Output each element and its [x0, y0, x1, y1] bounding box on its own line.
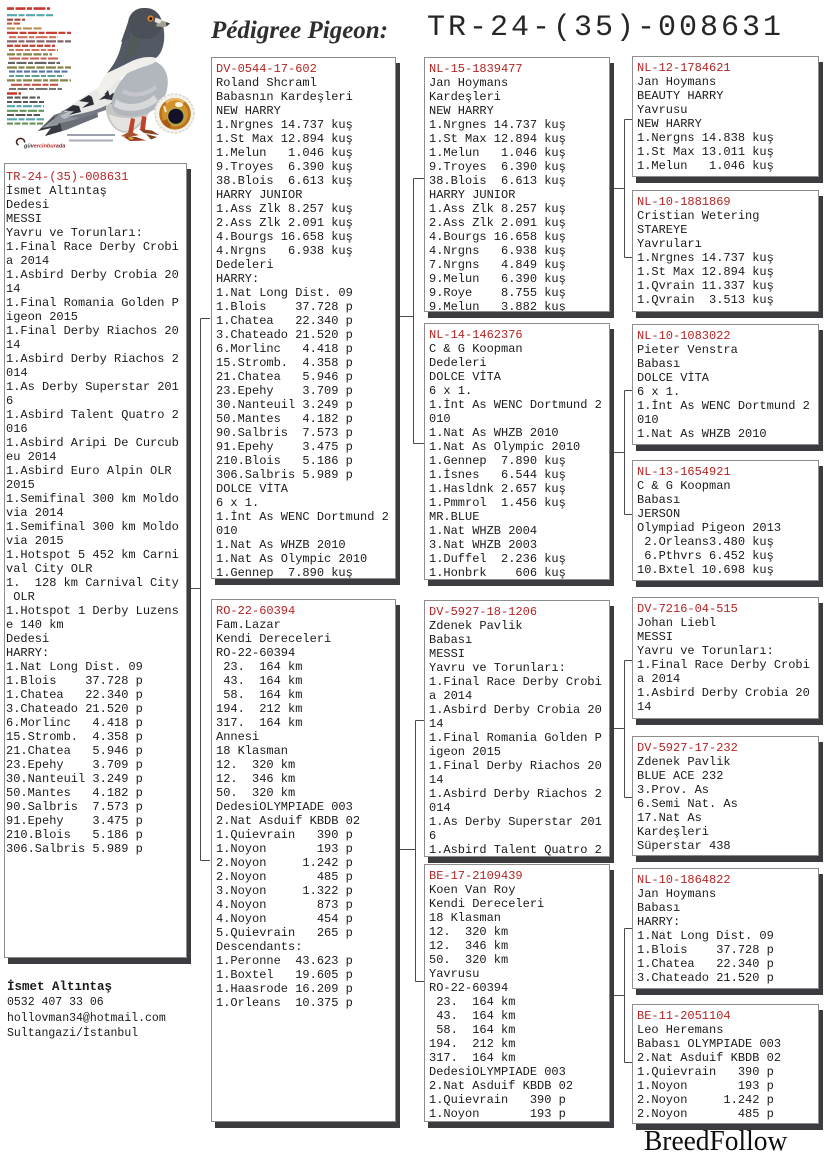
svg-text:güvercinburada: güvercinburada [23, 144, 65, 150]
